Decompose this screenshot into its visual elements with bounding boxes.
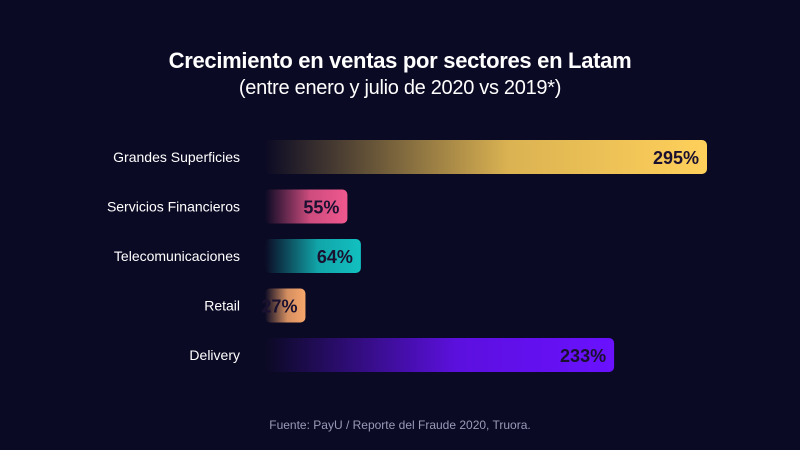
- bar: [265, 189, 348, 224]
- data-label: 55%: [303, 198, 339, 218]
- bar: [265, 338, 615, 372]
- bar: [265, 140, 707, 174]
- data-label: 233%: [560, 346, 606, 366]
- chart-subtitle: (entre enero y julio de 2020 vs 2019*): [238, 77, 562, 99]
- bars-layer: Grandes Superficies 295% Servicios Financi…: [107, 140, 707, 372]
- source-footnote: Fuente: PayU / Reporte del Fraude 2020, …: [269, 418, 531, 432]
- data-label: 295%: [653, 148, 699, 168]
- data-label: 27%: [261, 297, 297, 317]
- category-label: Grandes Superficies: [113, 149, 240, 165]
- category-label: Servicios Financieros: [107, 199, 240, 215]
- bar: [265, 288, 306, 323]
- category-label: Retail: [204, 298, 240, 314]
- bar: [265, 239, 361, 273]
- category-label: Telecomunicaciones: [114, 248, 240, 264]
- chart-title: Crecimiento en ventas por sectores en La…: [168, 48, 632, 73]
- data-label: 64%: [317, 247, 353, 267]
- category-label: Delivery: [189, 347, 240, 363]
